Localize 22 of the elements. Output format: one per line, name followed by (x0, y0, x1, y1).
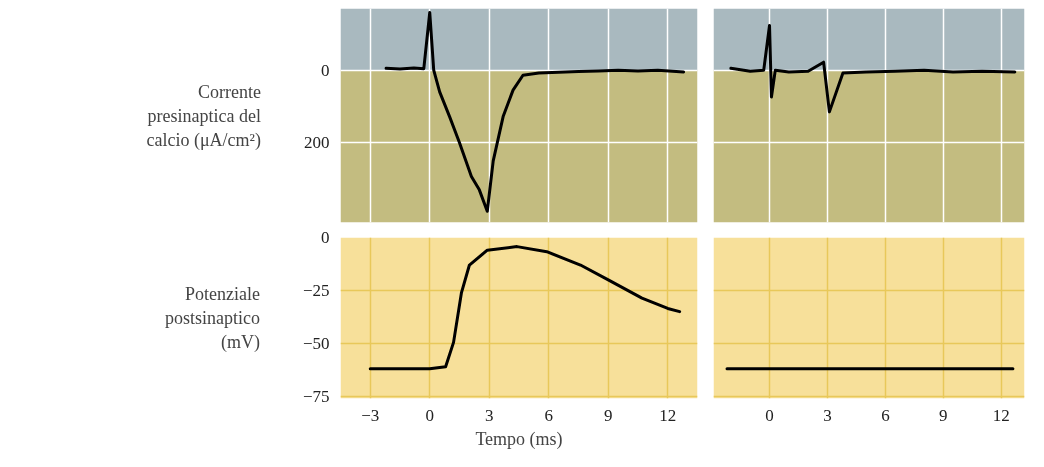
y-tick-label: −75 (302, 386, 330, 406)
y-tick-label: −25 (302, 280, 330, 300)
x-tick-label: 9 (939, 405, 948, 425)
y-tick-label: 200 (304, 133, 330, 153)
y-tick-label: 0 (321, 60, 330, 80)
line-series (368, 245, 682, 371)
x-tick-label: 6 (544, 405, 553, 425)
x-tick-label: 9 (604, 405, 613, 425)
y-axis-title: Corrente presinaptica del calcio (μA/cm²) (146, 81, 262, 151)
x-tick-label: −3 (361, 405, 380, 425)
y-tick-label: 0 (321, 228, 330, 247)
x-tick-label: 0 (765, 405, 774, 425)
y-tick-label: −50 (302, 333, 330, 353)
x-tick-label: 6 (881, 405, 890, 425)
x-tick-label: 0 (425, 405, 434, 425)
x-tick-label: 3 (485, 405, 494, 425)
x-tick-label: 12 (659, 405, 677, 425)
y-axis-title: Potenziale postsinaptico (mV) (164, 284, 260, 353)
line-series (384, 10, 686, 213)
x-axis-title: Tempo (ms) (475, 428, 563, 450)
x-tick-label: 3 (823, 405, 832, 425)
x-tick-label: 12 (992, 405, 1010, 425)
